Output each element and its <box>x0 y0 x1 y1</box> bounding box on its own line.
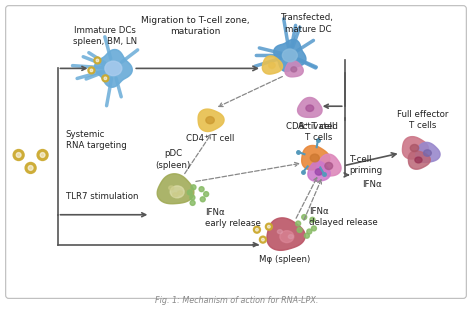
Circle shape <box>96 59 99 62</box>
Text: IFNα
delayed release: IFNα delayed release <box>309 207 377 227</box>
Polygon shape <box>408 151 430 169</box>
Circle shape <box>37 149 48 160</box>
Ellipse shape <box>178 191 182 195</box>
Polygon shape <box>301 145 330 170</box>
Ellipse shape <box>269 62 275 68</box>
FancyArrowPatch shape <box>185 135 211 174</box>
FancyBboxPatch shape <box>6 6 466 298</box>
Circle shape <box>199 187 204 192</box>
Text: T-cell
priming: T-cell priming <box>350 155 383 176</box>
Polygon shape <box>416 142 440 162</box>
Ellipse shape <box>310 154 319 162</box>
Ellipse shape <box>280 231 294 243</box>
Circle shape <box>254 226 260 233</box>
FancyArrowPatch shape <box>196 162 299 181</box>
FancyArrowPatch shape <box>324 104 342 108</box>
Circle shape <box>104 77 107 80</box>
Circle shape <box>265 223 273 230</box>
Text: pDC
(spleen): pDC (spleen) <box>155 149 191 170</box>
Polygon shape <box>285 61 303 77</box>
Ellipse shape <box>325 162 333 170</box>
Text: CD4⁺ T cell: CD4⁺ T cell <box>186 134 234 143</box>
FancyArrowPatch shape <box>60 213 146 217</box>
Text: Activated
T cells: Activated T cells <box>298 122 339 142</box>
Circle shape <box>28 165 33 171</box>
Circle shape <box>25 162 36 173</box>
Circle shape <box>304 233 310 238</box>
Ellipse shape <box>105 61 122 76</box>
Circle shape <box>261 238 264 241</box>
Circle shape <box>310 217 315 222</box>
Polygon shape <box>274 39 306 72</box>
Circle shape <box>311 226 317 231</box>
Circle shape <box>191 185 196 190</box>
Circle shape <box>307 229 312 234</box>
FancyArrowPatch shape <box>344 173 348 177</box>
Polygon shape <box>267 218 305 250</box>
Polygon shape <box>317 154 341 176</box>
Text: Mφ (spleen): Mφ (spleen) <box>259 255 310 263</box>
Circle shape <box>90 69 93 72</box>
FancyArrowPatch shape <box>304 180 321 220</box>
Ellipse shape <box>206 116 214 124</box>
Circle shape <box>40 153 45 158</box>
Text: Full effector
T cells: Full effector T cells <box>397 110 448 130</box>
Ellipse shape <box>410 144 419 152</box>
Text: TLR7 stimulation: TLR7 stimulation <box>65 192 138 201</box>
Polygon shape <box>94 50 132 87</box>
Polygon shape <box>308 161 330 181</box>
Ellipse shape <box>315 169 322 175</box>
Polygon shape <box>402 137 428 159</box>
Ellipse shape <box>415 157 422 163</box>
Text: Immature DCs
spleen, BM, LN: Immature DCs spleen, BM, LN <box>73 26 137 46</box>
Polygon shape <box>157 174 194 204</box>
Circle shape <box>259 236 266 243</box>
Circle shape <box>13 149 24 160</box>
Ellipse shape <box>277 230 283 234</box>
Circle shape <box>267 225 271 228</box>
Circle shape <box>94 57 101 64</box>
Ellipse shape <box>170 186 184 198</box>
Circle shape <box>255 228 258 231</box>
Ellipse shape <box>169 186 173 190</box>
Ellipse shape <box>306 105 314 111</box>
FancyArrowPatch shape <box>346 153 396 165</box>
Circle shape <box>204 192 209 197</box>
FancyArrowPatch shape <box>253 243 257 246</box>
Text: Systemic
RNA targeting: Systemic RNA targeting <box>65 130 126 150</box>
Circle shape <box>16 153 21 158</box>
Text: Transfected,
mature DC: Transfected, mature DC <box>282 13 334 34</box>
Circle shape <box>200 197 205 202</box>
Text: CD8⁺ T cell: CD8⁺ T cell <box>286 122 334 131</box>
Text: IFNα: IFNα <box>362 180 382 189</box>
Text: IFNα
early release: IFNα early release <box>205 208 261 228</box>
Circle shape <box>190 195 195 200</box>
Text: Migration to T-cell zone,
maturation: Migration to T-cell zone, maturation <box>141 16 249 36</box>
Circle shape <box>187 190 192 195</box>
Circle shape <box>190 200 195 205</box>
Polygon shape <box>298 97 322 117</box>
Text: Fig. 1: Mechanism of action for RNA-LPX.: Fig. 1: Mechanism of action for RNA-LPX. <box>155 296 319 305</box>
FancyArrowPatch shape <box>296 178 317 218</box>
FancyArrowPatch shape <box>219 77 283 106</box>
Ellipse shape <box>424 150 431 156</box>
Circle shape <box>302 214 307 219</box>
Circle shape <box>102 75 109 82</box>
FancyArrowPatch shape <box>136 66 257 71</box>
Circle shape <box>296 221 301 226</box>
Ellipse shape <box>291 67 297 72</box>
FancyArrowPatch shape <box>60 67 86 70</box>
Polygon shape <box>262 56 283 74</box>
Circle shape <box>297 228 302 232</box>
Ellipse shape <box>288 235 293 239</box>
Polygon shape <box>198 109 224 132</box>
Circle shape <box>88 67 95 74</box>
Ellipse shape <box>283 49 297 62</box>
Ellipse shape <box>173 193 178 197</box>
